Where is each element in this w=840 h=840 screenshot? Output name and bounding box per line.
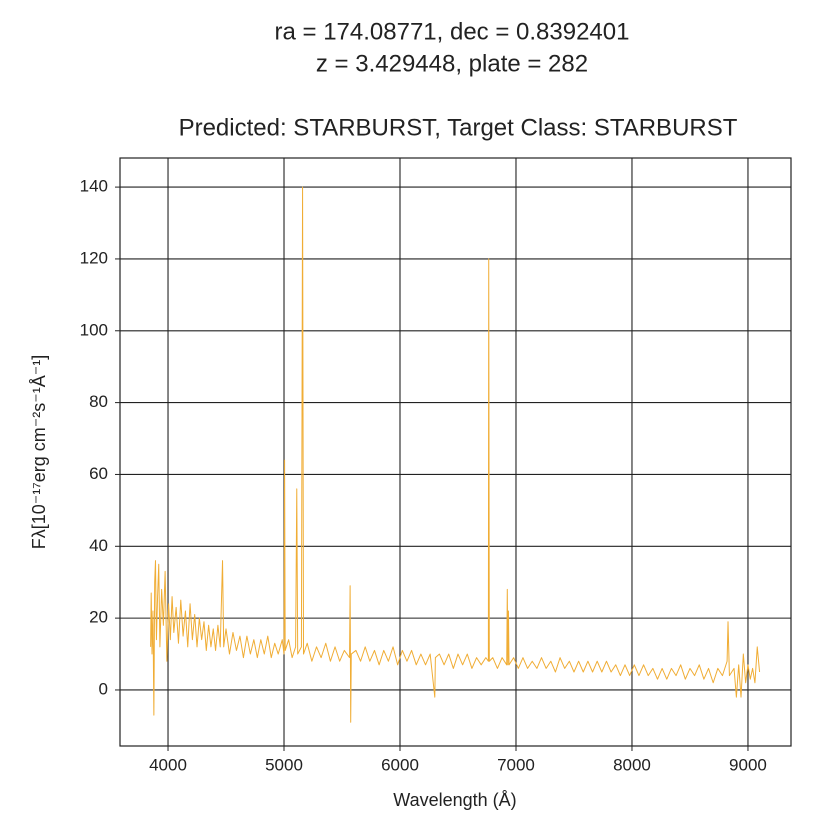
x-tick-label: 4000 [149,755,187,774]
plot-frame [119,157,792,747]
y-tick-label: 80 [89,392,108,411]
y-tick-label: 120 [80,248,108,267]
x-tick-label: 8000 [613,755,651,774]
x-tick-label: 6000 [381,755,419,774]
y-tick-label: 140 [80,177,108,196]
y-tick-label: 60 [89,464,108,483]
chart-subtitle: Predicted: STARBURST, Target Class: STAR… [179,114,738,141]
y-axis-label: Fλ[10⁻¹⁷erg cm⁻²s⁻¹Å⁻¹] [29,355,49,550]
x-tick-label: 5000 [265,755,303,774]
chart-title: z = 3.429448, plate = 282 [316,50,588,77]
y-tick-label: 100 [80,320,108,339]
x-tick-label: 9000 [729,755,767,774]
y-tick-label: 0 [99,679,108,698]
x-axis-label: Wavelength (Å) [393,790,516,810]
y-tick-label: 20 [89,608,108,627]
x-tick-label: 7000 [497,755,535,774]
chart-title: ra = 174.08771, dec = 0.8392401 [275,18,630,45]
y-tick-label: 40 [89,536,108,555]
spectrum-line [150,186,761,723]
